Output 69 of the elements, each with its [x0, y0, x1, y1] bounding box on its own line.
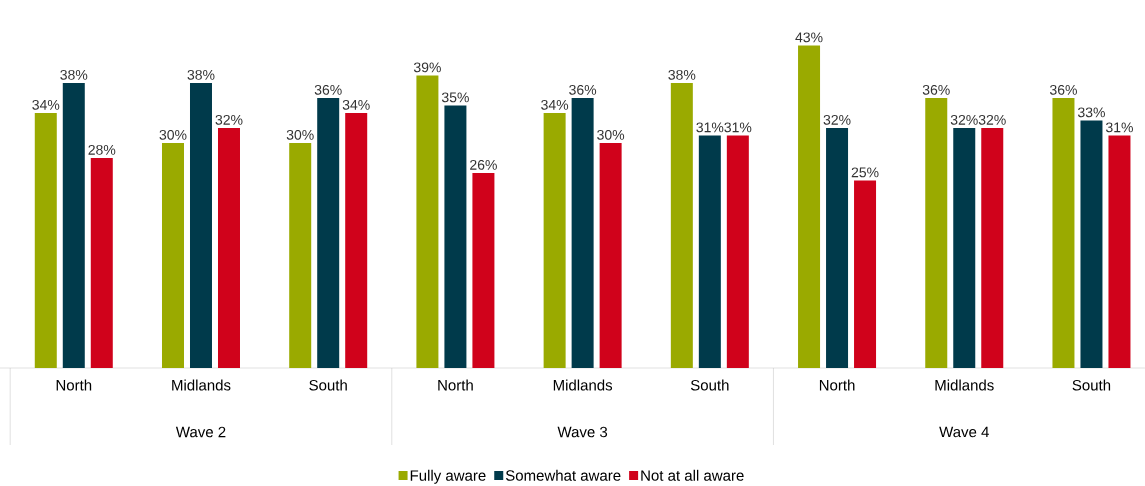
- data-label: 34%: [32, 99, 60, 110]
- data-label: 38%: [187, 69, 215, 80]
- bar: [826, 128, 849, 368]
- text: Wave 4: [939, 426, 989, 438]
- bar: [543, 113, 566, 368]
- data-label: 36%: [314, 84, 342, 95]
- data-label: 25%: [851, 167, 879, 178]
- data-label: 36%: [1049, 84, 1077, 95]
- bar: [189, 83, 212, 368]
- data-label: 34%: [541, 99, 569, 110]
- bar: [953, 128, 976, 368]
- data-label: 35%: [441, 92, 469, 103]
- legend-label: Somewhat aware: [505, 469, 621, 481]
- data-label: 34%: [342, 99, 370, 110]
- data-label: 30%: [159, 129, 187, 140]
- data-label: 31%: [696, 122, 724, 133]
- data-label: 38%: [60, 69, 88, 80]
- data-label: 26%: [470, 159, 497, 170]
- x-tick-label: Midlands: [553, 379, 613, 391]
- bar: [726, 135, 749, 368]
- bar: [1052, 98, 1075, 368]
- x-tick-label: North: [438, 379, 473, 391]
- bar: [317, 98, 340, 368]
- bar: [416, 75, 439, 368]
- x-tick-label: South: [690, 379, 729, 391]
- x-tick-label: South: [1072, 379, 1111, 391]
- bar: [698, 135, 721, 368]
- bar: [599, 143, 622, 368]
- x-tick-label: Midlands: [935, 379, 994, 391]
- data-label: 30%: [597, 129, 625, 140]
- data-label: 39%: [413, 62, 441, 73]
- legend-label: Fully aware: [410, 469, 486, 484]
- bar: [981, 128, 1004, 368]
- data-label: 31%: [1105, 122, 1133, 133]
- bar: [854, 180, 877, 368]
- bar: [1080, 120, 1103, 368]
- data-label: 38%: [668, 69, 696, 80]
- bar: [161, 143, 184, 368]
- bar: [62, 83, 85, 368]
- data-label: 33%: [1077, 107, 1105, 118]
- data-label: 30%: [286, 129, 314, 140]
- bar: [472, 173, 495, 368]
- bar: [1108, 135, 1131, 368]
- data-label: 32%: [215, 114, 243, 125]
- data-label: 36%: [922, 84, 950, 95]
- data-label: 28%: [88, 144, 116, 155]
- data-label: 31%: [724, 122, 752, 133]
- bar: [289, 143, 312, 368]
- bar: [925, 98, 948, 368]
- data-label: 32%: [950, 114, 978, 125]
- bar: [345, 113, 368, 368]
- data-label: 32%: [823, 114, 851, 125]
- x-tick-label: South: [309, 379, 347, 391]
- data-label: 43%: [795, 32, 823, 43]
- bar: [34, 113, 57, 368]
- bar: [670, 83, 693, 368]
- x-tick-label: North: [56, 379, 92, 391]
- data-label: 32%: [978, 114, 1006, 125]
- text: Wave 2: [175, 426, 226, 438]
- bar: [571, 98, 594, 368]
- bar: [798, 45, 821, 368]
- bar: [90, 158, 113, 368]
- bar: [444, 105, 467, 368]
- text: Wave 3: [557, 426, 608, 438]
- legend-label: Not at all aware: [641, 469, 744, 481]
- bar: [217, 128, 240, 368]
- x-tick-label: Midlands: [172, 379, 231, 391]
- x-tick-label: North: [819, 379, 855, 391]
- data-label: 36%: [569, 84, 597, 95]
